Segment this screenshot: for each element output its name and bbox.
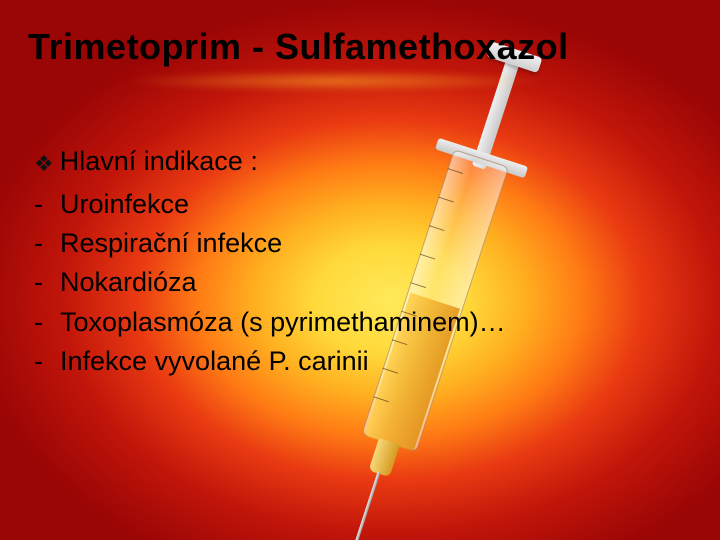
- dash-icon: -: [34, 224, 48, 263]
- list-item: - Toxoplasmóza (s pyrimethaminem)…: [34, 303, 506, 342]
- list-item: - Respirační infekce: [34, 224, 506, 263]
- item-text: Toxoplasmóza (s pyrimethaminem)…: [60, 303, 506, 342]
- item-text: Nokardióza: [60, 263, 197, 302]
- item-text: Infekce vyvolané P. carinii: [60, 342, 369, 381]
- title-glow: [120, 70, 550, 92]
- dash-icon: -: [34, 342, 48, 381]
- item-text: Uroinfekce: [60, 185, 189, 224]
- dash-icon: -: [34, 263, 48, 302]
- lead-label: Hlavní indikace :: [60, 142, 258, 181]
- item-text: Respirační infekce: [60, 224, 282, 263]
- slide-title: Trimetoprim - Sulfamethoxazol: [28, 26, 569, 68]
- dash-icon: -: [34, 185, 48, 224]
- slide-body: ❖ Hlavní indikace : - Uroinfekce - Respi…: [34, 142, 506, 381]
- lead-line: ❖ Hlavní indikace :: [34, 142, 506, 181]
- slide-root: Trimetoprim - Sulfamethoxazol ❖ Hlavní i…: [0, 0, 720, 540]
- list-item: - Infekce vyvolané P. carinii: [34, 342, 506, 381]
- list-item: - Nokardióza: [34, 263, 506, 302]
- dash-icon: -: [34, 303, 48, 342]
- list-item: - Uroinfekce: [34, 185, 506, 224]
- lead-bullet-icon: ❖: [34, 153, 54, 175]
